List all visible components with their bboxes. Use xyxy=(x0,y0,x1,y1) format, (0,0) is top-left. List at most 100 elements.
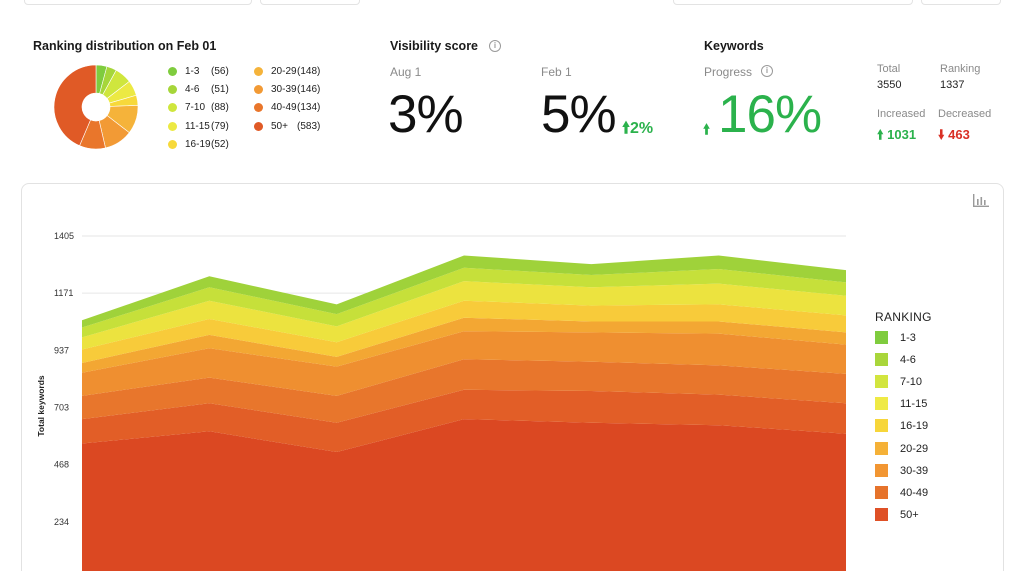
legend-item-1-3: 1-3 (56) xyxy=(168,66,229,77)
area-series-20-29[interactable] xyxy=(82,331,846,396)
decreased-value: 463 xyxy=(948,127,970,142)
legend-dot xyxy=(168,85,177,94)
legend-label: 7-10 xyxy=(900,375,923,388)
feb-visibility-value: 5% xyxy=(541,85,617,144)
legend-label: 20-29 xyxy=(271,66,297,77)
area-series-16-19[interactable] xyxy=(82,317,846,373)
legend-label: 11-15 xyxy=(185,121,210,132)
legend-swatch xyxy=(875,375,888,388)
keywords-title: Keywords xyxy=(704,39,764,53)
area-series-50+[interactable] xyxy=(82,419,846,571)
decreased-stat: 🠛 463 xyxy=(938,126,970,148)
ranking-donut-chart xyxy=(53,64,139,150)
area-series-11-15[interactable] xyxy=(82,300,846,363)
legend-item-11-15: 11-15 (79) xyxy=(168,121,229,132)
ranking-legend-item-16-19[interactable]: 16-19 xyxy=(875,419,928,432)
legend-label: 20-29 xyxy=(900,442,929,455)
total-value: 3550 xyxy=(877,79,902,91)
ranking-label: Ranking xyxy=(940,63,981,75)
ranking-legend-item-30-39[interactable]: 30-39 xyxy=(875,464,928,477)
ranking-legend-item-20-29[interactable]: 20-29 xyxy=(875,442,928,455)
info-icon[interactable]: i xyxy=(761,65,773,77)
aug-label: Aug 1 xyxy=(390,65,422,79)
visibility-delta-value: 2% xyxy=(630,120,654,137)
legend-label: 7-10 xyxy=(185,102,206,113)
increased-label: Increased xyxy=(877,108,926,120)
ranking-legend-item-7-10[interactable]: 7-10 xyxy=(875,375,922,388)
legend-count: (148) xyxy=(297,66,321,77)
y-tick-label: 937 xyxy=(54,345,69,355)
visibility-score-title: Visibility score xyxy=(390,39,479,53)
legend-dot xyxy=(254,85,263,94)
legend-label: 1-3 xyxy=(185,66,200,77)
aug-visibility-value: 3% xyxy=(388,85,464,144)
legend-item-50-plus: 50+ (583) xyxy=(254,121,320,132)
legend-count: (583) xyxy=(297,121,321,132)
y-tick-label: 703 xyxy=(54,402,69,412)
legend-swatch xyxy=(875,464,888,477)
chart-menu-icon[interactable] xyxy=(973,194,989,207)
progress-value: 16% xyxy=(718,85,822,144)
legend-item-20-29: 20-29 (148) xyxy=(254,66,320,77)
area-series-30-39[interactable] xyxy=(82,359,846,423)
legend-count: (52) xyxy=(211,139,229,150)
legend-swatch xyxy=(875,508,888,521)
legend-item-40-49: 40-49 (134) xyxy=(254,102,320,113)
legend-label: 11-15 xyxy=(900,397,928,410)
legend-label: 30-39 xyxy=(900,464,929,477)
legend-dot xyxy=(254,122,263,131)
ranking-legend-item-1-3[interactable]: 1-3 xyxy=(875,331,916,344)
progress-label: Progress xyxy=(704,65,753,79)
y-tick-label: 1171 xyxy=(54,288,73,298)
legend-swatch xyxy=(875,397,888,410)
legend-count: (88) xyxy=(211,102,229,113)
arrow-up-icon: 🠙 xyxy=(622,120,631,137)
legend-item-30-39: 30-39 (146) xyxy=(254,84,320,95)
legend-item-7-10: 7-10 (88) xyxy=(168,102,229,113)
arrow-down-icon: 🠛 xyxy=(938,127,945,142)
ranking-legend-item-11-15[interactable]: 11-15 xyxy=(875,397,927,410)
legend-dot xyxy=(168,140,177,149)
legend-label: 50+ xyxy=(900,508,919,521)
increased-value: 1031 xyxy=(887,127,917,142)
legend-dot xyxy=(168,122,177,131)
total-label: Total xyxy=(877,63,901,75)
legend-swatch xyxy=(875,442,888,455)
legend-label: 16-19 xyxy=(185,139,211,150)
donut-slice-50+[interactable] xyxy=(53,64,97,147)
area-series-4-6[interactable] xyxy=(82,267,846,338)
legend-swatch xyxy=(875,486,888,499)
legend-label: 50+ xyxy=(271,121,288,132)
legend-dot xyxy=(168,103,177,112)
legend-item-16-19: 16-19 (52) xyxy=(168,139,229,150)
top-filter-box-1[interactable] xyxy=(24,0,252,5)
top-filter-box-4[interactable] xyxy=(921,0,1001,5)
area-series-1-3[interactable] xyxy=(82,255,846,328)
legend-count: (134) xyxy=(297,102,321,113)
top-filter-box-3[interactable] xyxy=(673,0,913,5)
y-tick-label: 468 xyxy=(54,460,69,470)
area-series-7-10[interactable] xyxy=(82,281,846,350)
ranking-value: 1337 xyxy=(940,79,965,91)
legend-label: 30-39 xyxy=(271,84,297,95)
top-filter-box-2[interactable] xyxy=(260,0,360,5)
y-tick-label: 1405 xyxy=(54,231,74,241)
info-icon[interactable]: i xyxy=(489,40,501,52)
arrow-up-icon: 🠙 xyxy=(877,127,884,142)
legend-count: (56) xyxy=(211,66,229,77)
legend-label: 40-49 xyxy=(900,486,929,499)
feb-label: Feb 1 xyxy=(541,65,572,79)
legend-dot xyxy=(254,67,263,76)
legend-label: 16-19 xyxy=(900,419,929,432)
area-series-40-49[interactable] xyxy=(82,389,846,453)
legend-count: (79) xyxy=(211,121,229,132)
ranking-legend-item-40-49[interactable]: 40-49 xyxy=(875,486,928,499)
decreased-label: Decreased xyxy=(938,108,992,120)
y-tick-label: 234 xyxy=(54,517,69,527)
ranking-legend-item-4-6[interactable]: 4-6 xyxy=(875,353,916,366)
legend-label: 4-6 xyxy=(185,84,200,95)
arrow-up-icon: 🠙 xyxy=(703,121,711,137)
ranking-legend-item-50-plus[interactable]: 50+ xyxy=(875,508,919,521)
increased-stat: 🠙 1031 xyxy=(877,126,916,148)
legend-count: (146) xyxy=(297,84,321,95)
